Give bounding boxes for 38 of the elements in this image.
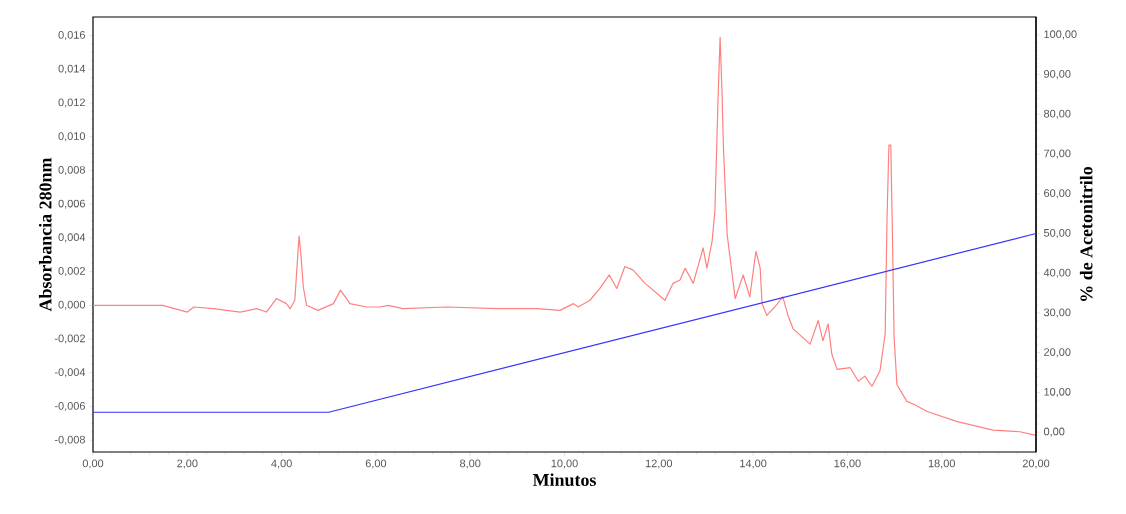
x-tick-label: 8,00	[460, 459, 481, 469]
y-tick-label: -0,006	[54, 401, 85, 412]
y2-tick-label: 50,00	[1043, 228, 1071, 239]
y-tick-label: 0,002	[58, 267, 85, 277]
y2-tick-label: 10,00	[1044, 387, 1071, 397]
y2-tick-label: 100,00	[1044, 30, 1077, 40]
x-axis-title: Minutos	[532, 473, 596, 487]
y2-tick-label: 40,00	[1043, 268, 1071, 278]
x-tick-label: 12,00	[645, 459, 673, 469]
x-tick-label: 6,00	[365, 459, 387, 469]
x-tick-label: 14,00	[740, 459, 767, 469]
y-tick-label: -0,008	[54, 435, 85, 445]
y-tick-label: -0,004	[54, 368, 86, 378]
y-tick-label: 0,016	[58, 31, 85, 41]
y2-tick-label: 90,00	[1044, 70, 1071, 80]
x-tick-label: 18,00	[928, 459, 955, 469]
y-tick-label: 0,008	[58, 165, 85, 175]
x-tick-label: 10,00	[551, 459, 578, 469]
y-tick-label: -0,002	[54, 334, 85, 344]
y2-axis-title: % de Acetonitrilo	[1079, 166, 1093, 301]
y2-tick-label: 60,00	[1044, 189, 1071, 199]
x-tick-label: 16,00	[834, 459, 861, 469]
y2-tick-label: 70,00	[1044, 149, 1071, 159]
y2-tick-label: 20,00	[1044, 348, 1071, 358]
x-tick-label: 0,00	[82, 459, 104, 469]
y2-tick-label: 30,00	[1043, 308, 1071, 318]
x-tick-label: 4,00	[271, 459, 292, 469]
y2-tick-label: 0,00	[1043, 427, 1065, 437]
y-tick-label: 0,000	[58, 300, 86, 310]
y-tick-label: 0,010	[58, 132, 86, 142]
y-tick-label: 0,006	[58, 199, 85, 209]
y2-tick-label: 80,00	[1044, 109, 1071, 119]
y-axis-title: Absorbancia 280nm	[38, 157, 52, 312]
y-tick-label: 0,012	[58, 98, 85, 108]
x-tick-label: 20,00	[1022, 459, 1050, 469]
y-tick-label: 0,014	[58, 64, 86, 74]
x-tick-label: 2,00	[177, 459, 198, 469]
y-tick-label: 0,004	[58, 233, 86, 243]
